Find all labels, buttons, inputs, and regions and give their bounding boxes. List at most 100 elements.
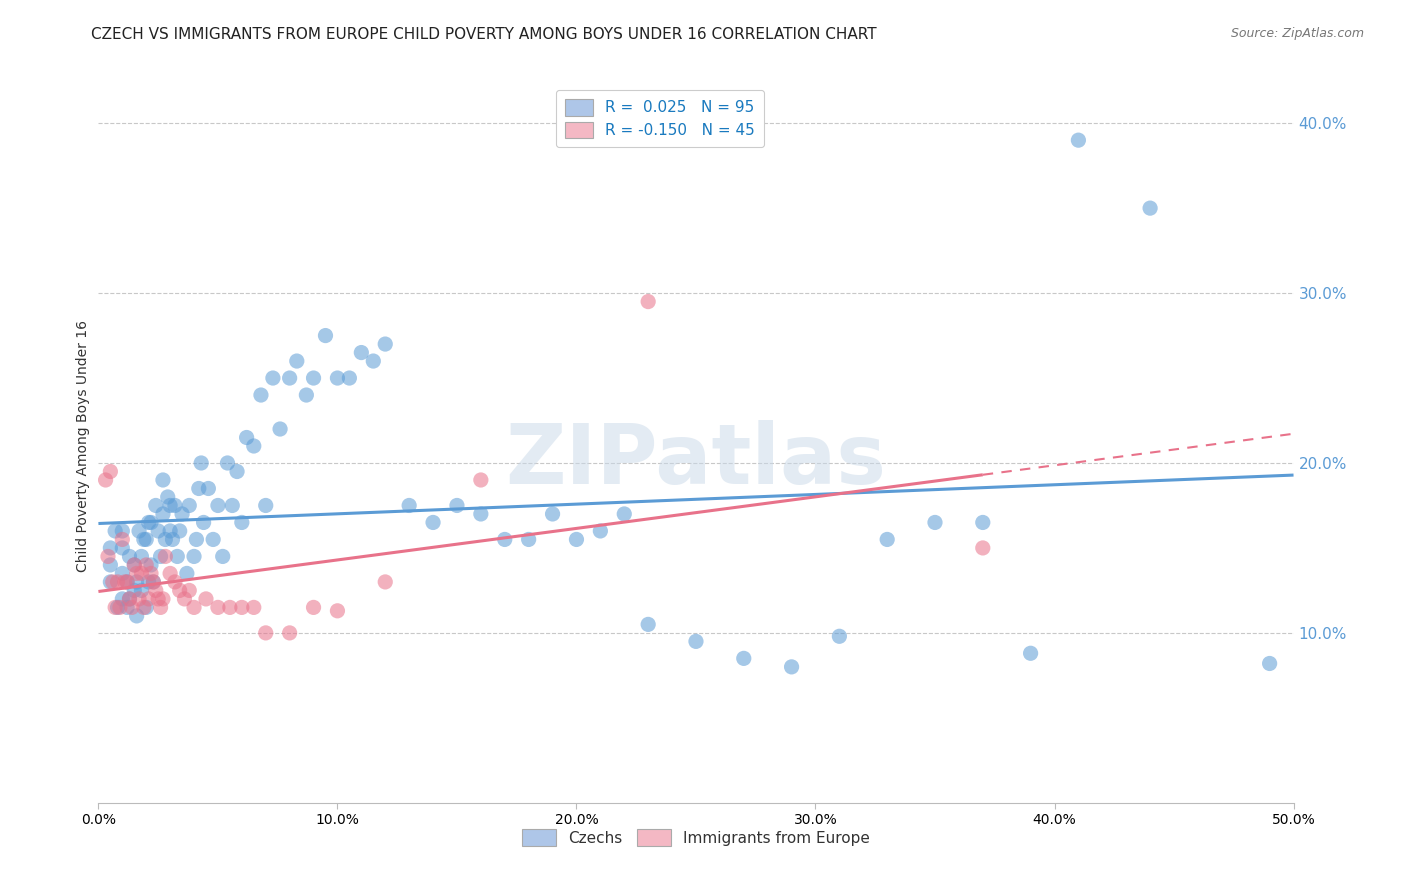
Point	[152, 507, 174, 521]
Legend: Czechs, Immigrants from Europe: Czechs, Immigrants from Europe	[516, 823, 876, 852]
Point	[446, 499, 468, 513]
Point	[637, 617, 659, 632]
Point	[118, 549, 141, 564]
Point	[155, 533, 177, 547]
Point	[135, 533, 157, 547]
Point	[470, 507, 492, 521]
Point	[637, 294, 659, 309]
Point	[876, 533, 898, 547]
Point	[135, 600, 157, 615]
Point	[166, 549, 188, 564]
Point	[132, 600, 155, 615]
Point	[111, 541, 134, 555]
Point	[187, 482, 209, 496]
Point	[172, 507, 194, 521]
Point	[589, 524, 612, 538]
Point	[176, 566, 198, 581]
Point	[211, 549, 233, 564]
Point	[235, 430, 257, 444]
Point	[243, 600, 266, 615]
Point	[231, 516, 253, 530]
Text: ZIPatlas: ZIPatlas	[506, 420, 886, 500]
Point	[565, 533, 588, 547]
Point	[145, 499, 167, 513]
Point	[131, 583, 153, 598]
Point	[118, 591, 141, 606]
Point	[121, 600, 143, 615]
Point	[118, 591, 141, 606]
Point	[250, 388, 273, 402]
Point	[470, 473, 492, 487]
Point	[152, 591, 174, 606]
Point	[183, 600, 205, 615]
Point	[350, 345, 373, 359]
Point	[104, 600, 127, 615]
Y-axis label: Child Poverty Among Boys Under 16: Child Poverty Among Boys Under 16	[76, 320, 90, 572]
Point	[139, 558, 162, 572]
Point	[315, 328, 337, 343]
Point	[124, 558, 146, 572]
Point	[186, 533, 208, 547]
Point	[1019, 646, 1042, 660]
Point	[131, 549, 153, 564]
Point	[149, 600, 172, 615]
Point	[183, 549, 205, 564]
Point	[254, 626, 277, 640]
Point	[169, 524, 191, 538]
Point	[278, 626, 301, 640]
Point	[98, 574, 122, 589]
Point	[131, 566, 153, 581]
Point	[1067, 133, 1090, 147]
Point	[132, 533, 155, 547]
Point	[139, 566, 162, 581]
Point	[173, 591, 195, 606]
Point	[169, 583, 191, 598]
Point	[125, 574, 148, 589]
Point	[108, 600, 131, 615]
Point	[98, 465, 122, 479]
Point	[115, 600, 138, 615]
Point	[972, 541, 994, 555]
Point	[278, 371, 301, 385]
Point	[339, 371, 361, 385]
Point	[254, 499, 277, 513]
Point	[159, 524, 181, 538]
Point	[195, 591, 218, 606]
Point	[111, 533, 134, 547]
Point	[243, 439, 266, 453]
Point	[111, 524, 134, 538]
Point	[1258, 657, 1281, 671]
Point	[148, 524, 170, 538]
Point	[98, 541, 122, 555]
Point	[107, 600, 129, 615]
Point	[269, 422, 291, 436]
Point	[111, 591, 134, 606]
Point	[924, 516, 946, 530]
Point	[115, 574, 138, 589]
Point	[302, 600, 325, 615]
Point	[685, 634, 707, 648]
Point	[128, 524, 150, 538]
Point	[114, 574, 136, 589]
Point	[148, 591, 170, 606]
Point	[517, 533, 540, 547]
Point	[197, 482, 219, 496]
Point	[124, 558, 146, 572]
Point	[135, 558, 157, 572]
Point	[125, 608, 148, 623]
Point	[98, 558, 122, 572]
Point	[733, 651, 755, 665]
Point	[207, 499, 229, 513]
Point	[159, 499, 181, 513]
Point	[128, 591, 150, 606]
Point	[115, 574, 138, 589]
Point	[139, 516, 162, 530]
Point	[97, 549, 120, 564]
Point	[221, 499, 243, 513]
Point	[202, 533, 225, 547]
Point	[138, 516, 160, 530]
Point	[295, 388, 318, 402]
Text: Source: ZipAtlas.com: Source: ZipAtlas.com	[1230, 27, 1364, 40]
Point	[780, 660, 803, 674]
Point	[374, 337, 396, 351]
